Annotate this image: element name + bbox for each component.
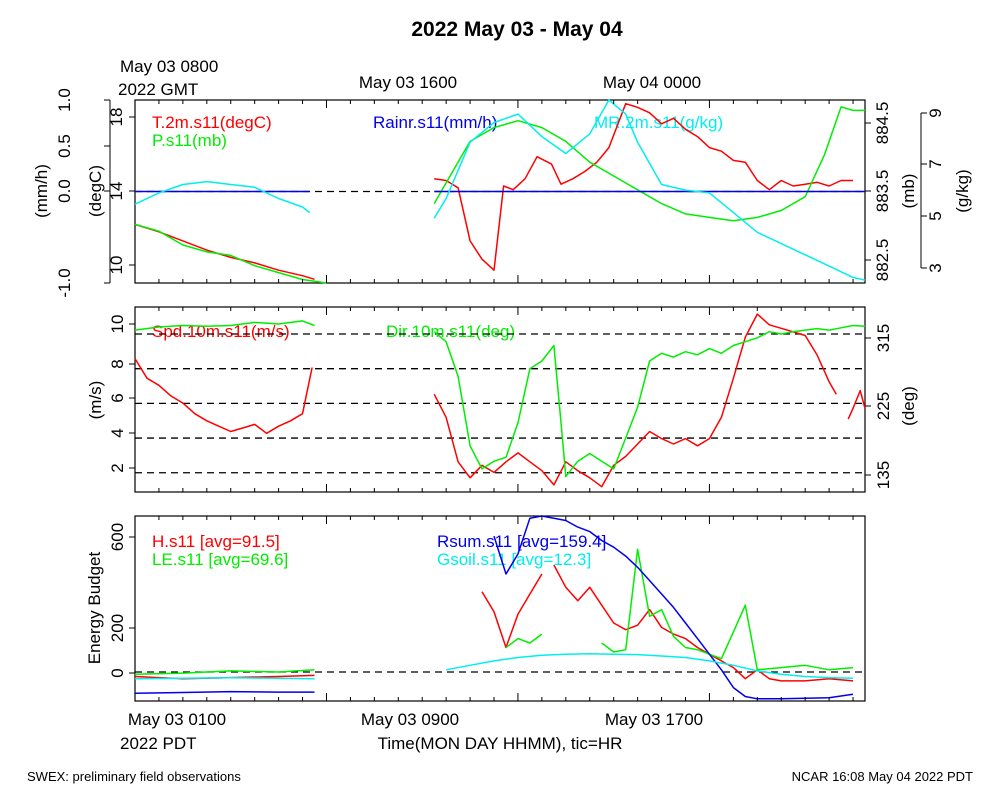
footer-right-note: NCAR 16:08 May 04 2022 PDT [792,769,973,784]
top-left-inner-tick-10: 10 [107,256,126,275]
top-left-outer-tick-neg1.0: -1.0 [55,268,74,297]
middle-panel-series [134,307,866,492]
series-line-spd-1 [433,313,837,488]
top-right-outer-axis-label: (g/kg) [953,169,972,212]
series-line-t-0 [134,223,315,281]
series-line-dir-0 [134,320,315,331]
top-time-label-3: May 04 0000 [603,73,701,92]
series-line-spd-2 [847,389,866,420]
bottom-left-tick-200: 200 [108,614,127,642]
middle-left-tick-8: 8 [108,359,127,368]
bottom-panel-frame [134,515,866,702]
top-right-outer-tick-9: 9 [926,108,945,117]
series-line-h-2 [553,564,854,682]
top-left-outer-tick-1.0: 1.0 [55,88,74,112]
series-line-p-0 [134,223,327,284]
legend-entry-mixing-ratio: MR.2m.s11(g/kg) [594,113,723,132]
top-panel-series [134,99,866,284]
series-line-le-1 [505,633,543,649]
top-left-inner-tick-18: 18 [107,108,126,127]
top-right-outer-tick-3: 3 [926,263,945,272]
middle-right-tick-135: 135 [874,461,893,489]
bottom-left-tick-600: 600 [108,523,127,551]
legend-entry-sensible-heat: H.s11 [avg=91.5] [152,532,280,551]
top-time-label-2: May 03 1600 [359,73,457,92]
series-line-le-0 [134,669,315,676]
series-line-mr-0 [134,180,311,214]
series-line-rsum-0 [134,690,315,694]
chart-title: 2022 May 03 - May 04 [411,18,623,41]
top-time-label-year: 2022 GMT [118,80,198,99]
footer-left-note: SWEX: preliminary field observations [27,769,241,784]
series-line-gsoil-1 [445,652,854,680]
middle-right-tick-225: 225 [874,392,893,420]
legend-entry-latent-heat: LE.s11 [avg=69.6] [152,550,288,569]
top-left-inner-tick-14: 14 [107,182,126,201]
series-line-spd-0 [134,358,313,435]
middle-left-tick-4: 4 [108,428,127,437]
x-axis-label: Time(MON DAY HHMM), tic=HR [378,734,623,753]
top-right-inner-axis-label: (mb) [899,174,918,209]
middle-panel-axes: 10 8 6 4 2 (m/s) 315 225 135 (deg) [86,315,918,490]
top-left-inner-axis-label: (degC) [86,165,105,217]
bottom-left-tick-0: 0 [108,668,127,677]
bottom-panel-series [134,515,865,701]
top-left-outer-axis-label: (mm/h) [32,164,51,218]
top-right-outer-tick-7: 7 [926,159,945,168]
top-panel-axes: 1.0 0.5 0.0 -1.0 (mm/h) 18 14 10 (degC) … [32,88,972,297]
legend-entry-wind-speed: Spd.10m.s11(m/s) [152,322,290,341]
top-time-label-first: May 03 0800 [120,57,218,76]
legend-entry-rain-rate: Rainr.s11(mm/h) [373,113,497,132]
middle-panel-frame [134,306,866,493]
bottom-time-label-3: May 03 1700 [605,710,703,729]
middle-left-tick-2: 2 [108,463,127,472]
middle-left-tick-6: 6 [108,393,127,402]
legend-entry-pressure: P.s11(mb) [152,131,227,150]
top-right-outer-tick-5: 5 [926,211,945,220]
top-right-inner-tick-883.5: 883.5 [873,170,892,213]
middle-left-tick-10: 10 [108,315,127,334]
legend-entry-wind-direction: Dir.10m.s11(deg) [386,322,515,341]
legend-entry-temperature: T.2m.s11(degC) [152,113,272,132]
bottom-time-label-2: May 03 0900 [361,710,459,729]
bottom-panel-axes: 200 600 0 Energy Budget [85,523,135,678]
series-line-dir-1 [433,324,866,478]
top-right-inner-tick-882.5: 882.5 [873,239,892,282]
top-left-outer-tick-0.0: 0.0 [55,179,74,203]
middle-right-tick-315: 315 [874,324,893,352]
series-line-h-1 [481,573,543,649]
top-left-outer-tick-0.5: 0.5 [55,134,74,158]
middle-left-axis-label: (m/s) [86,381,105,420]
bottom-time-label-year: 2022 PDT [120,734,197,753]
top-legend: T.2m.s11(degC) P.s11(mb) Rainr.s11(mm/h)… [152,113,723,150]
bottom-left-axis-label: Energy Budget [85,551,104,664]
bottom-time-label-first: May 03 0100 [128,710,226,729]
top-right-inner-tick-884.5: 884.5 [873,102,892,145]
series-line-t-1 [434,102,853,271]
series-line-p-1 [433,106,865,222]
series-line-rsum-1 [493,515,854,700]
series-line-mr-1 [433,99,866,281]
middle-legend: Spd.10m.s11(m/s) Dir.10m.s11(deg) [152,322,515,341]
middle-right-axis-label: (deg) [899,386,918,426]
series-line-gsoil-0 [134,677,315,680]
